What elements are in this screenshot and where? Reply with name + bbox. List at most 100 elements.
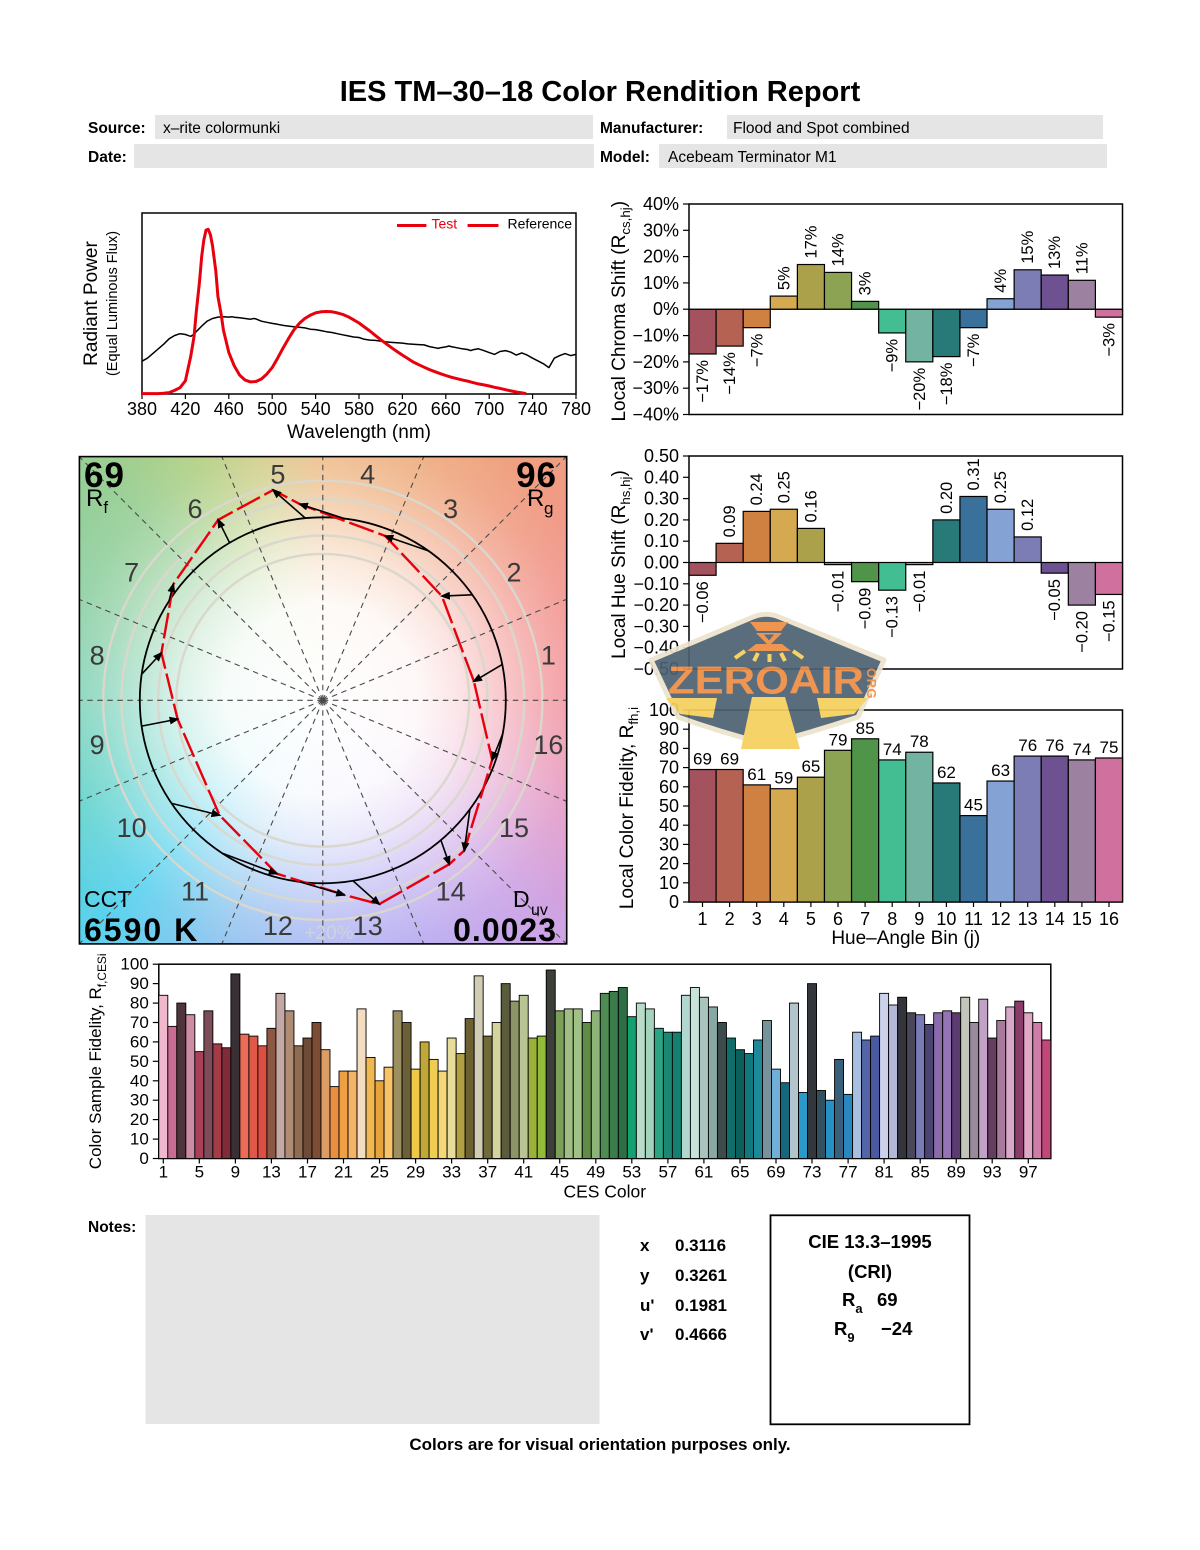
svg-text:Rf: Rf [86,485,108,517]
svg-text:CCT: CCT [84,886,131,912]
svg-text:0.25: 0.25 [992,471,1010,503]
svg-text:−0.15: −0.15 [1101,600,1119,642]
svg-text:30: 30 [659,834,679,854]
svg-text:3: 3 [443,494,458,524]
svg-text:0.25: 0.25 [775,471,793,503]
svg-text:−40%: −40% [632,405,679,425]
svg-text:14: 14 [436,877,466,907]
svg-text:0.16: 0.16 [802,490,820,522]
svg-text:y: y [640,1266,650,1285]
svg-text:13: 13 [262,1163,281,1182]
svg-text:Acebeam Terminator M1: Acebeam Terminator M1 [668,149,837,166]
svg-text:0.12: 0.12 [1019,499,1037,531]
svg-text:85: 85 [911,1163,930,1182]
svg-text:500: 500 [257,399,287,419]
svg-text:u': u' [640,1296,654,1315]
svg-text:20: 20 [659,854,679,874]
svg-text:IES TM–30–18 Color Rendition R: IES TM–30–18 Color Rendition Report [340,76,861,108]
svg-text:60: 60 [130,1032,149,1051]
svg-text:−0.20: −0.20 [1073,611,1091,653]
svg-text:0.20: 0.20 [644,510,679,530]
svg-text:13: 13 [1018,909,1038,929]
svg-text:4: 4 [360,460,375,490]
svg-text:2: 2 [506,558,521,588]
svg-text:50: 50 [130,1052,149,1071]
svg-text:7: 7 [124,558,139,588]
svg-text:Flood and Spot combined: Flood and Spot combined [733,120,910,137]
svg-text:63: 63 [991,761,1010,780]
svg-text:0.1981: 0.1981 [675,1296,727,1315]
svg-text:ORG: ORG [864,668,879,699]
svg-text:9: 9 [231,1163,240,1182]
svg-text:76: 76 [1045,736,1064,755]
svg-text:45: 45 [550,1163,569,1182]
svg-text:11%: 11% [1073,242,1091,274]
svg-text:15: 15 [499,813,529,843]
svg-text:700: 700 [474,399,504,419]
svg-text:−9%: −9% [884,339,902,373]
svg-text:13%: 13% [1046,236,1064,269]
svg-text:ZEROAIR: ZEROAIR [668,660,864,703]
svg-text:53: 53 [622,1163,641,1182]
svg-text:−20%: −20% [632,352,679,372]
svg-text:15: 15 [1072,909,1092,929]
svg-text:100: 100 [120,955,148,974]
svg-text:62: 62 [937,763,956,782]
svg-text:0.30: 0.30 [644,489,679,509]
svg-text:5: 5 [270,460,285,490]
svg-text:70: 70 [130,1013,149,1032]
svg-text:8: 8 [90,640,105,670]
svg-text:Test: Test [432,216,458,232]
svg-text:60: 60 [659,777,679,797]
svg-text:65: 65 [731,1163,750,1182]
svg-text:61: 61 [747,765,766,784]
svg-text:4: 4 [779,909,789,929]
svg-text:40%: 40% [643,194,679,214]
svg-text:420: 420 [170,399,200,419]
svg-text:380: 380 [127,399,157,419]
svg-text:0.50: 0.50 [644,446,679,466]
svg-text:9: 9 [90,730,105,760]
svg-text:69: 69 [720,750,739,769]
svg-text:Local Hue Shift (Rhs,hj): Local Hue Shift (Rhs,hj) [609,470,633,659]
svg-text:0%: 0% [653,299,679,319]
svg-text:−0.06: −0.06 [694,581,712,623]
svg-text:9: 9 [914,909,924,929]
svg-text:2: 2 [725,909,735,929]
svg-text:CIE 13.3–1995: CIE 13.3–1995 [808,1231,931,1252]
svg-text:0: 0 [139,1149,148,1168]
svg-text:50: 50 [659,796,679,816]
svg-text:69: 69 [84,456,125,495]
svg-text:25: 25 [370,1163,389,1182]
svg-text:80: 80 [130,994,149,1013]
svg-text:16: 16 [533,730,563,760]
svg-text:75: 75 [1100,738,1119,757]
svg-text:69: 69 [877,1289,898,1310]
svg-text:−0.01: −0.01 [829,571,847,613]
svg-text:10%: 10% [643,273,679,293]
svg-text:540: 540 [301,399,331,419]
svg-text:8: 8 [887,909,897,929]
svg-text:−0.13: −0.13 [884,596,902,638]
svg-text:740: 740 [518,399,548,419]
svg-text:11: 11 [181,877,209,907]
svg-text:89: 89 [947,1163,966,1182]
svg-text:−7%: −7% [965,333,983,367]
svg-text:0.09: 0.09 [721,505,739,537]
svg-text:10: 10 [936,909,956,929]
svg-text:580: 580 [344,399,374,419]
svg-text:g: g [544,499,553,518]
svg-text:0.4666: 0.4666 [675,1325,727,1344]
svg-text:−3%: −3% [1100,323,1118,357]
svg-text:7: 7 [860,909,870,929]
svg-text:−14%: −14% [721,352,739,395]
svg-text:−0.10: −0.10 [633,574,679,594]
svg-text:Color Sample Fidelity, Rf,CESi: Color Sample Fidelity, Rf,CESi [86,953,109,1169]
svg-text:−10%: −10% [632,326,679,346]
svg-text:3%: 3% [857,271,875,295]
svg-text:14: 14 [1045,909,1065,929]
svg-text:12: 12 [991,909,1011,929]
svg-text:3: 3 [752,909,762,929]
svg-text:30%: 30% [643,220,679,240]
svg-text:5%: 5% [775,266,793,290]
